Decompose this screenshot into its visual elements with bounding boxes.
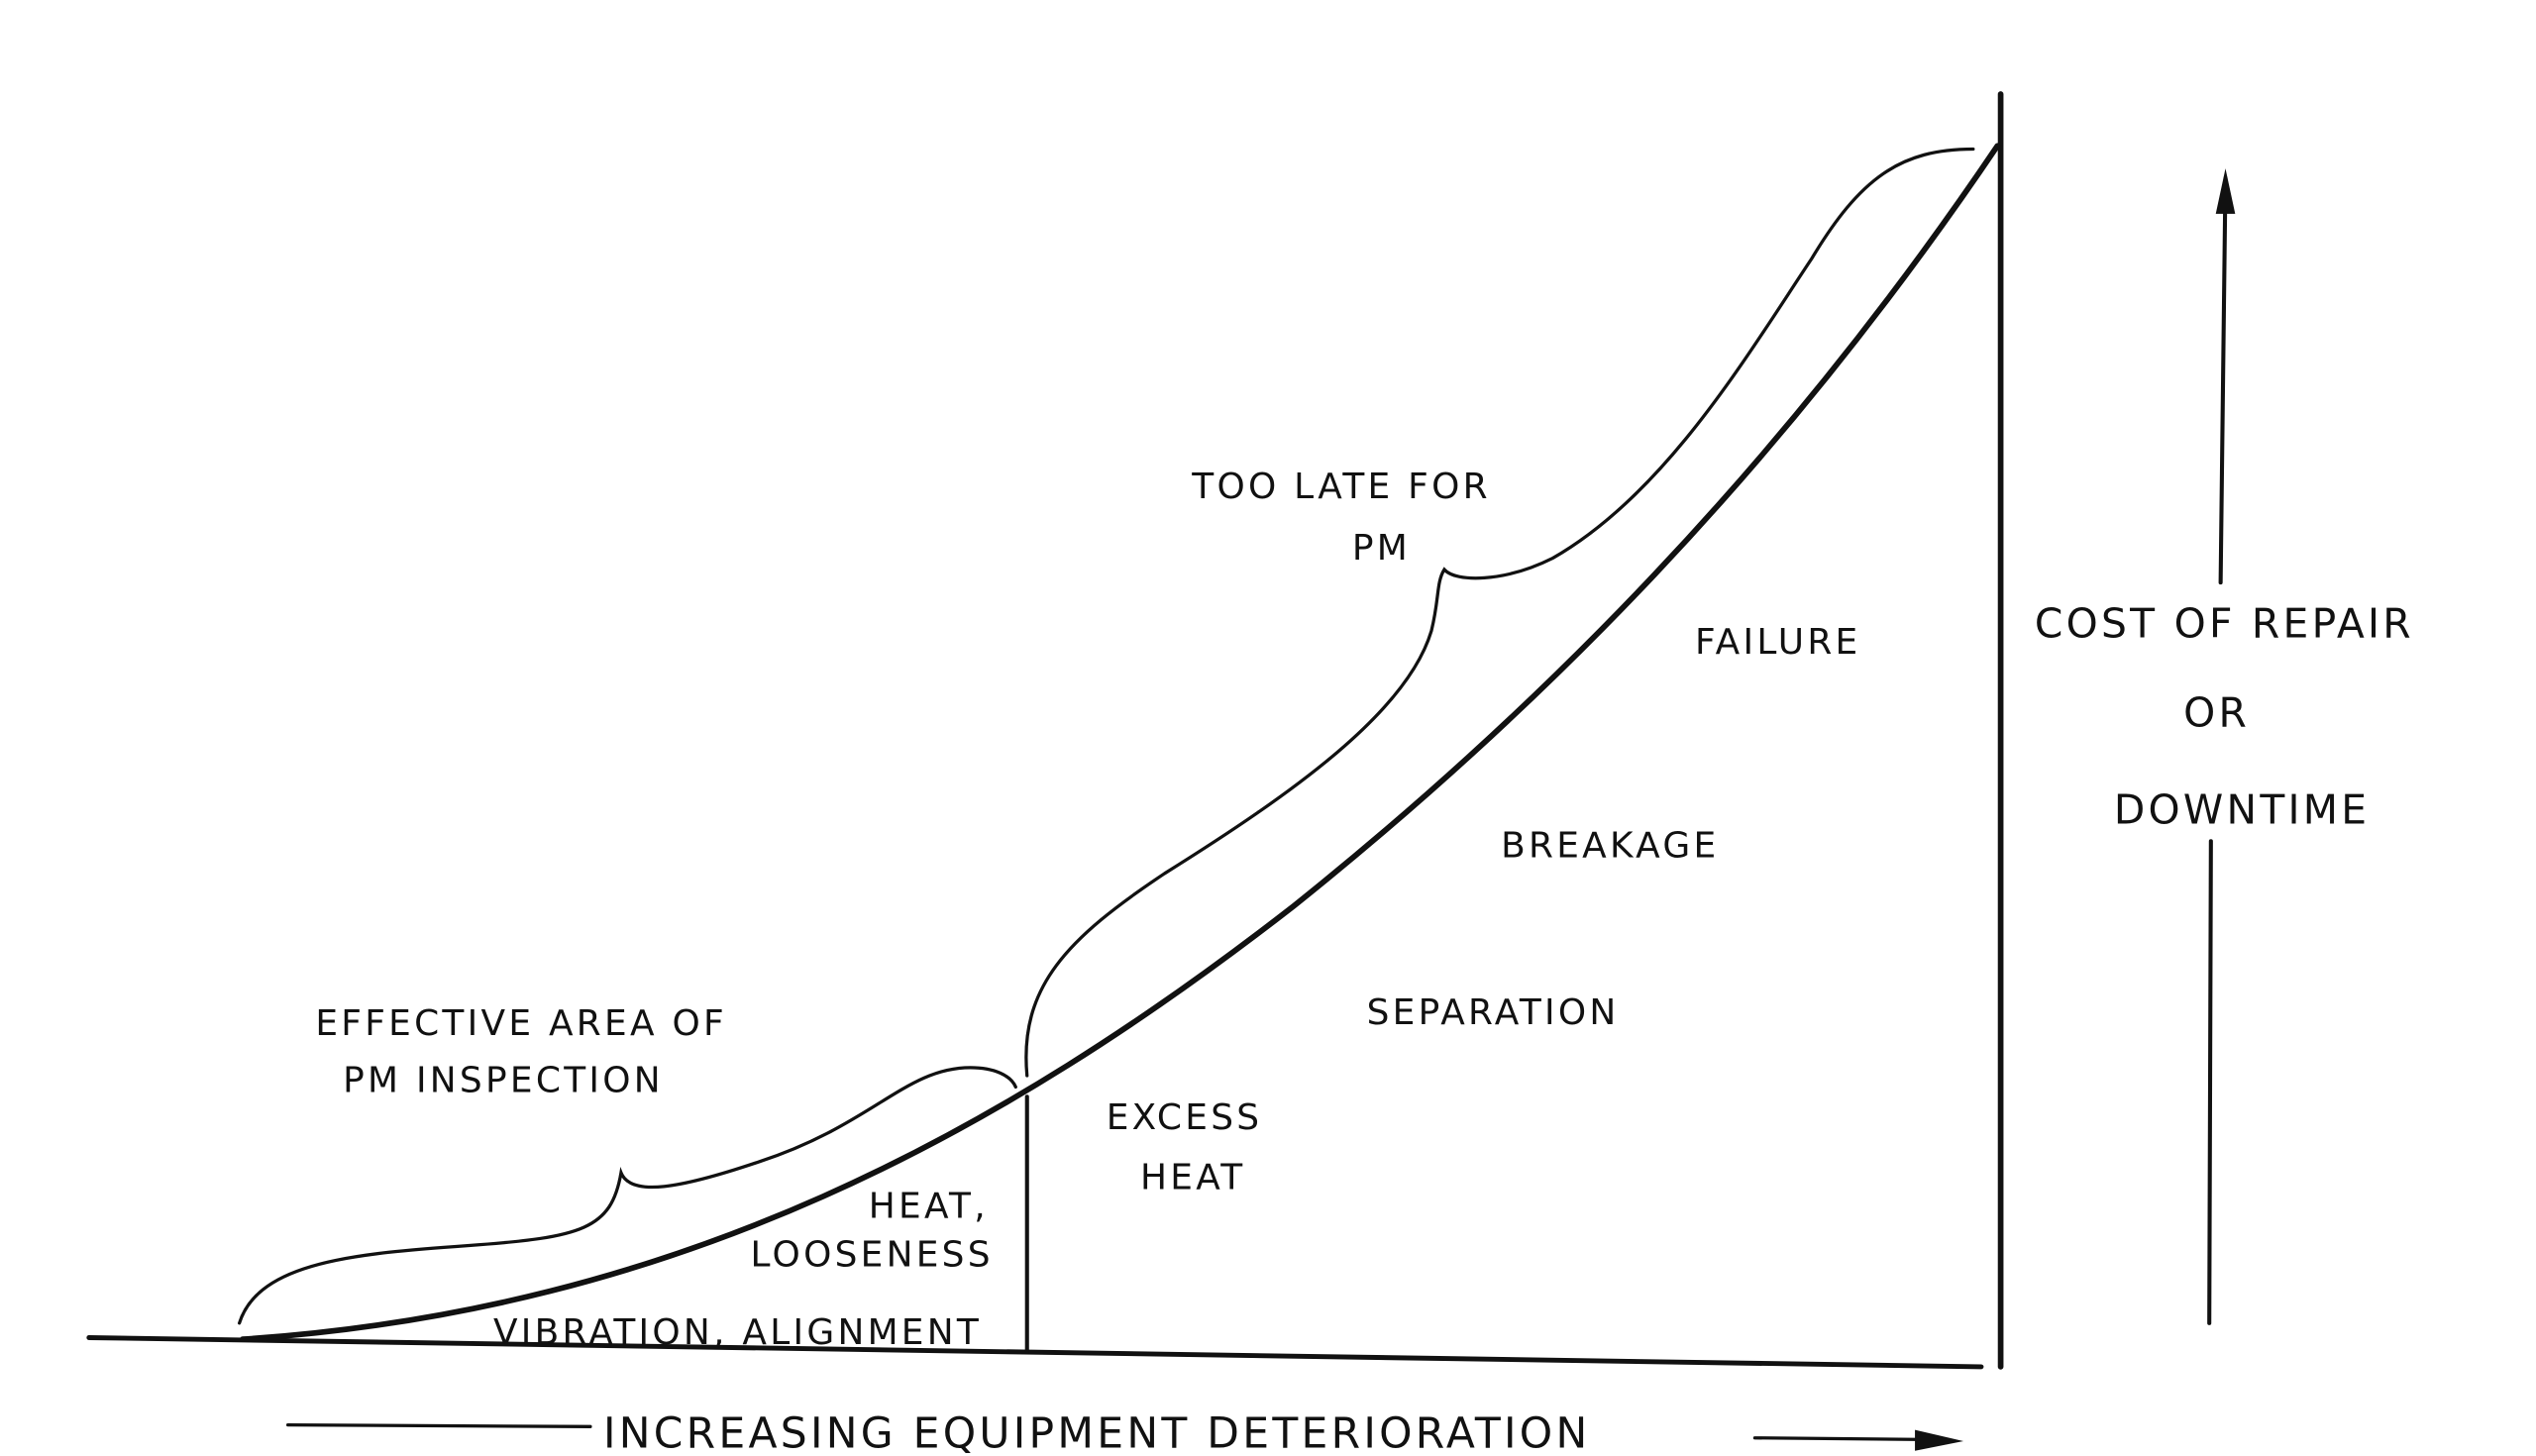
upper-brace [1024, 147, 1975, 1078]
baseline [86, 1335, 1984, 1370]
label: PM [1352, 528, 1411, 569]
lower-brace [238, 1066, 1017, 1325]
y-axis-label: OR [2183, 688, 2250, 736]
stage: HEAT [1140, 1157, 1245, 1197]
y-axis-label: COST OF REPAIR [2035, 600, 2414, 648]
y-arrowhead [2215, 168, 2236, 214]
y-arrow-lower [2207, 839, 2213, 1325]
x-arrow-right [1752, 1436, 1927, 1441]
stage: EXCESS [1107, 1097, 1263, 1138]
stage: FAILURE [1695, 622, 1861, 663]
stage: SEPARATION [1367, 992, 1620, 1033]
stage: VIBRATION, ALIGNMENT [493, 1312, 982, 1353]
y-axis-label: DOWNTIME [2114, 785, 2370, 833]
label: PM INSPECTION [343, 1060, 664, 1100]
label: TOO LATE FOR [1191, 467, 1491, 507]
deterioration-curve [240, 143, 2001, 1342]
label: EFFECTIVE AREA OF [315, 1003, 727, 1044]
stage: HEAT, [869, 1187, 989, 1227]
x-arrowhead [1915, 1429, 1964, 1451]
y-arrow-upper [2218, 175, 2228, 585]
stage: LOOSENESS [751, 1235, 994, 1276]
x-axis-label: INCREASING EQUIPMENT DETERIORATION [603, 1410, 1591, 1456]
x-arrow-left [285, 1423, 592, 1428]
stage: BREAKAGE [1501, 826, 1719, 867]
